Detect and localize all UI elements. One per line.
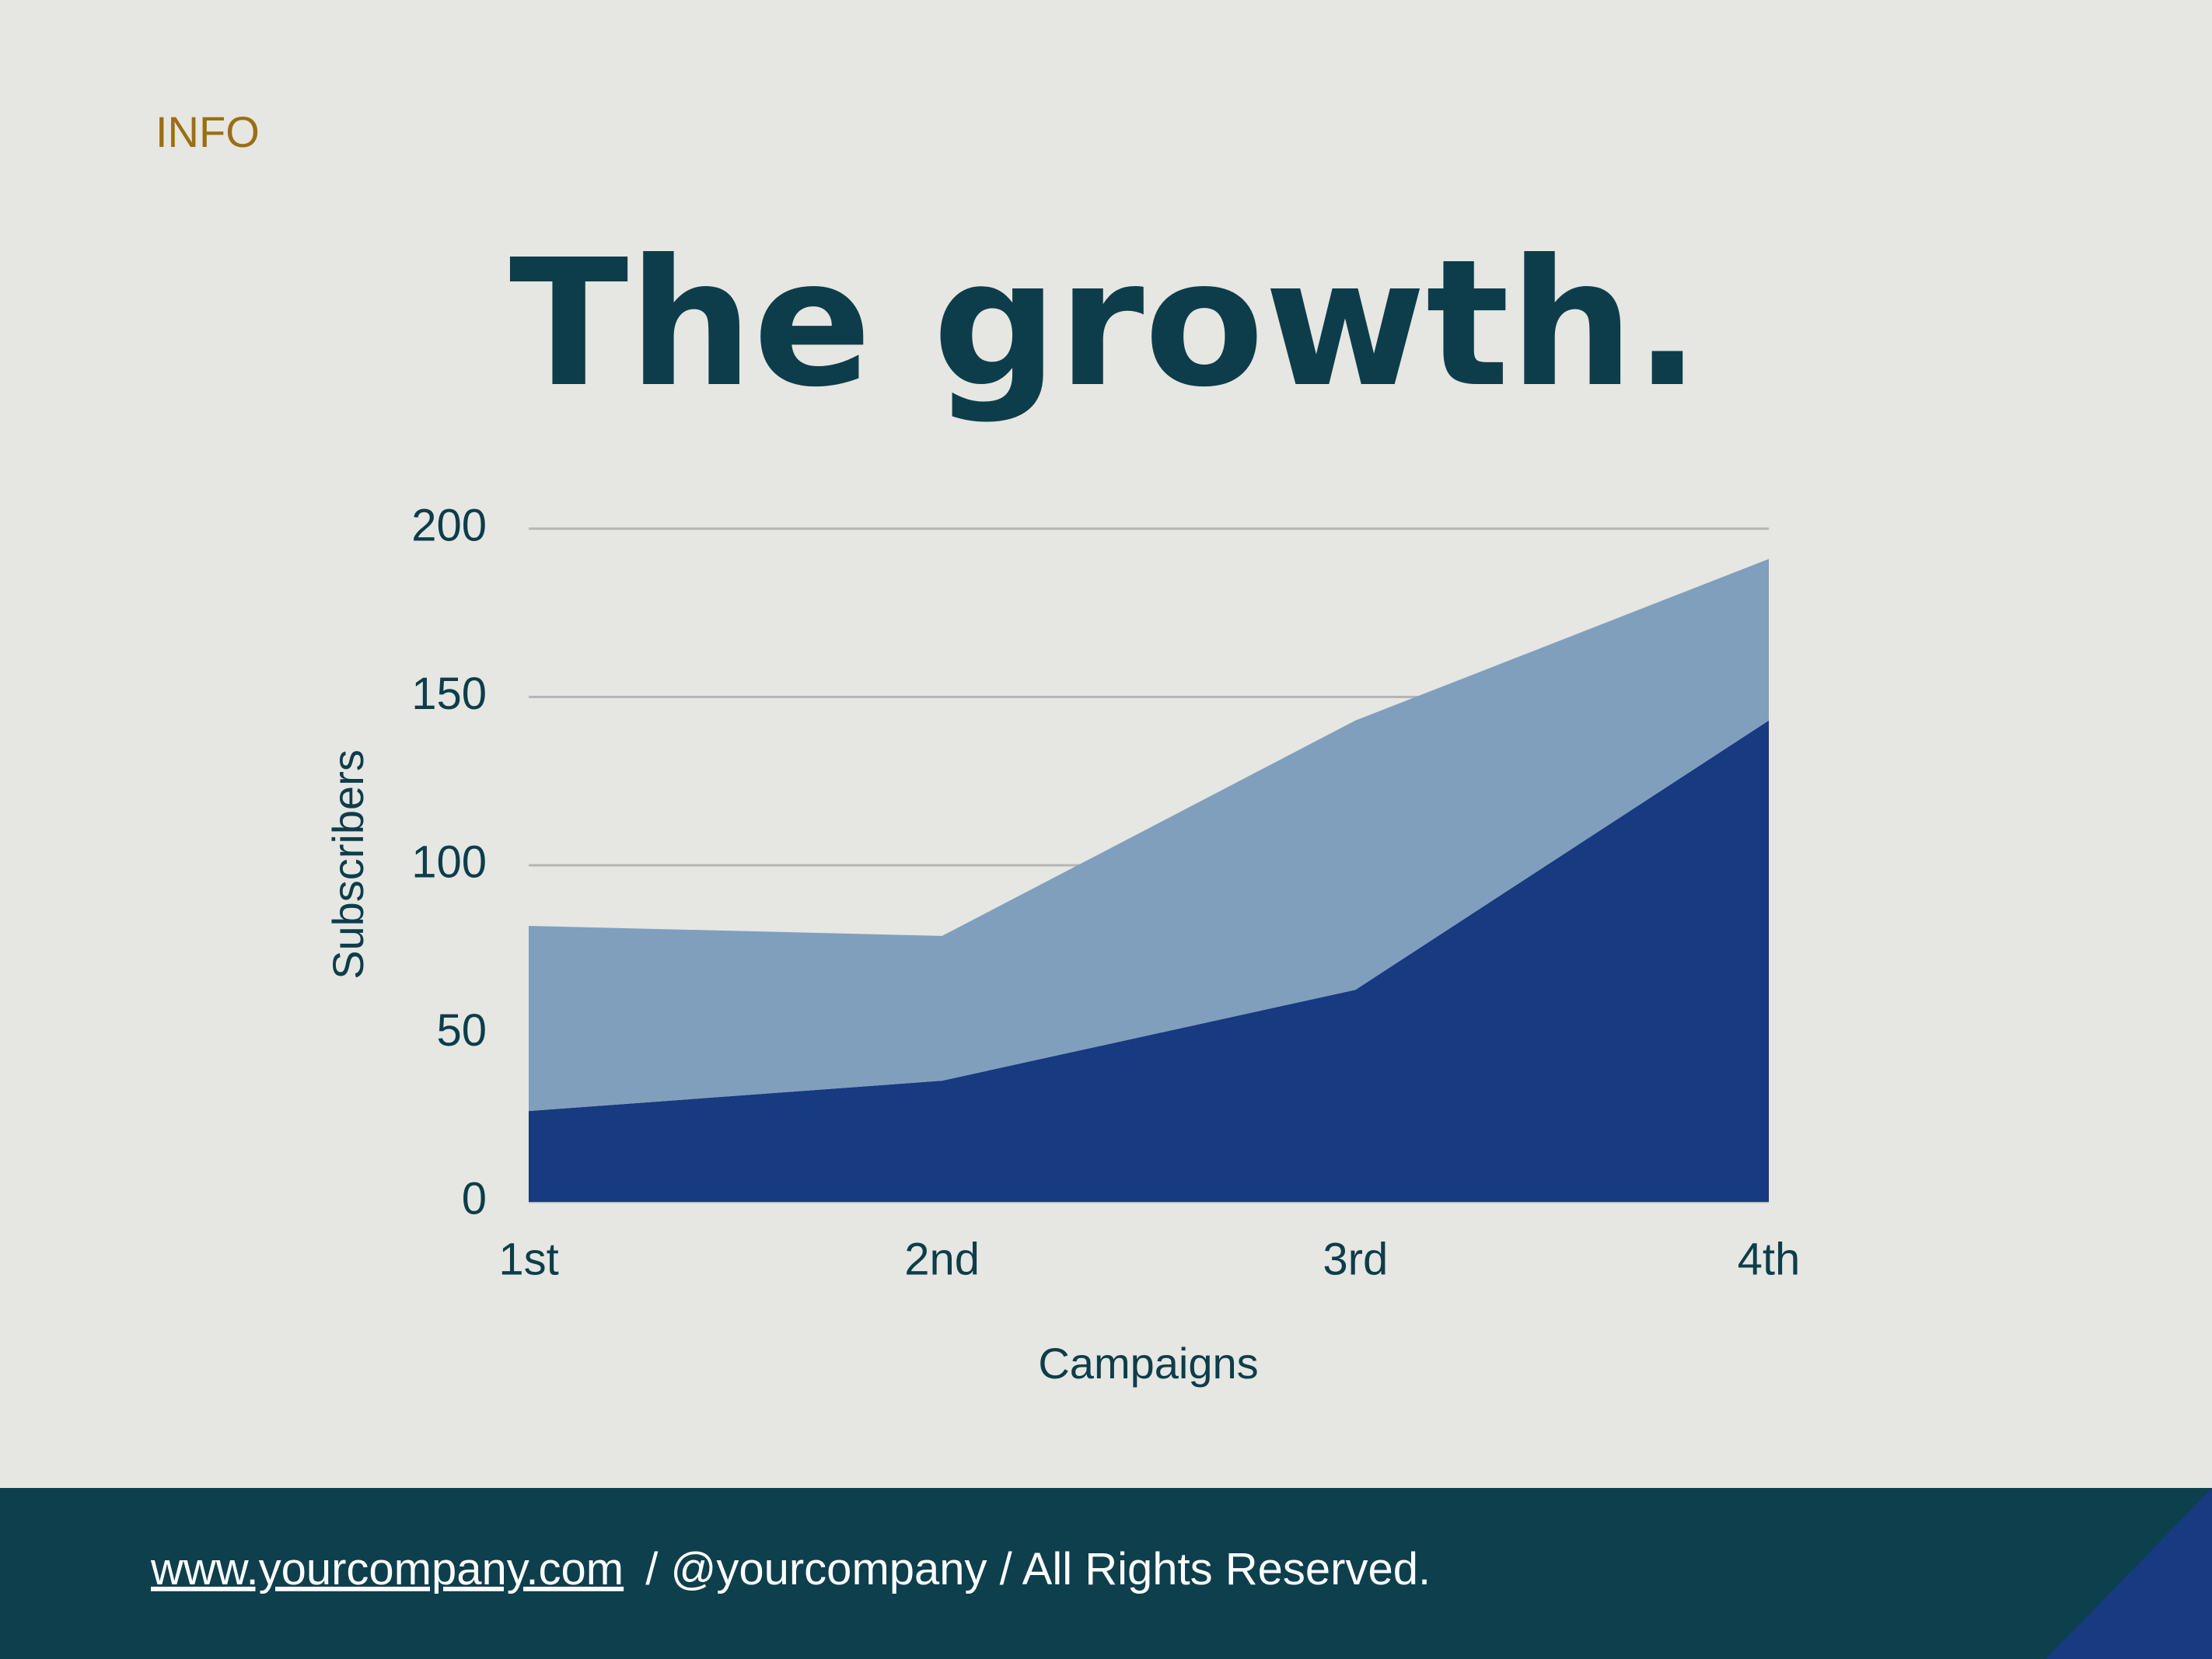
y-tick-label: 200 [411, 500, 487, 550]
chart-title: The growth. [509, 222, 1700, 426]
y-tick-label: 50 [436, 1005, 487, 1056]
section-label: INFO [156, 107, 260, 156]
y-axis-title: Subscribers [323, 749, 372, 980]
area [529, 720, 1769, 1202]
y-tick-label: 0 [462, 1173, 487, 1224]
footer-link[interactable]: www.yourcompany.com [150, 1544, 624, 1594]
footer-corner [2046, 1488, 2212, 1659]
x-axis-title: Campaigns [1038, 1339, 1258, 1388]
footer-rights: / @yourcompany / All Rights Reserved. [645, 1544, 1431, 1594]
y-tick-label: 100 [411, 836, 487, 887]
footer-band [0, 1488, 2212, 1659]
x-tick-label: 2nd [904, 1234, 980, 1284]
footer-text: www.yourcompany.com / @yourcompany / All… [150, 1544, 1431, 1594]
area [529, 558, 1769, 1112]
x-tick-label: 4th [1738, 1234, 1801, 1284]
y-tick-label: 150 [411, 669, 487, 719]
x-tick-label: 1st [498, 1234, 558, 1284]
x-tick-label: 3rd [1323, 1234, 1388, 1284]
plot: 0 50 100 150 200 1st 2nd 3rd 4th [411, 500, 1800, 1284]
